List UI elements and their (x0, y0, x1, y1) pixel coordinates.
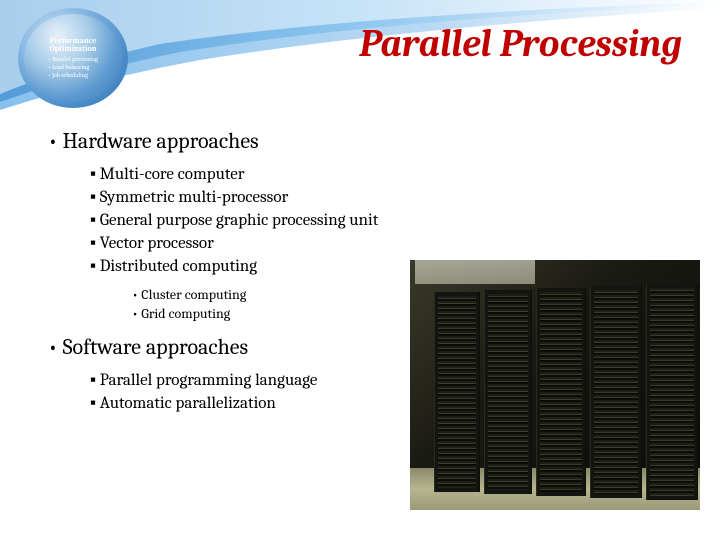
bullet-item: General purpose graphic processing unit (90, 210, 688, 233)
bullet-text: Distributed computing (100, 257, 257, 276)
badge-title-line1: Performance (50, 36, 97, 45)
badge-item: Job scheduling (48, 72, 98, 80)
badge-item: Parallel processing (48, 56, 98, 64)
server-rack (590, 286, 642, 498)
bullet-text: Hardware approaches (63, 128, 259, 154)
badge-item: Load balancing (48, 64, 98, 72)
server-rack (646, 284, 698, 500)
bullet-item: Multi-core computer (90, 164, 688, 187)
server-rack (434, 292, 480, 492)
badge-title-line2: Optimization (49, 44, 96, 53)
topic-badge: Performance Optimization Parallel proces… (18, 8, 128, 108)
bullet-item: Symmetric multi-processor (90, 187, 688, 210)
server-rack-photo (410, 260, 700, 510)
bullet-item: Vector processor (90, 233, 688, 256)
server-rack (536, 288, 586, 496)
badge-inner-circle: Performance Optimization Parallel proces… (24, 14, 122, 102)
badge-item-list: Parallel processing Load balancing Job s… (48, 56, 98, 79)
badge-title: Performance Optimization (49, 37, 96, 55)
server-rack (484, 290, 532, 494)
ceiling-light (415, 260, 535, 284)
slide-title: Parallel Processing (359, 22, 682, 66)
bullet-text: Software approaches (63, 334, 249, 360)
